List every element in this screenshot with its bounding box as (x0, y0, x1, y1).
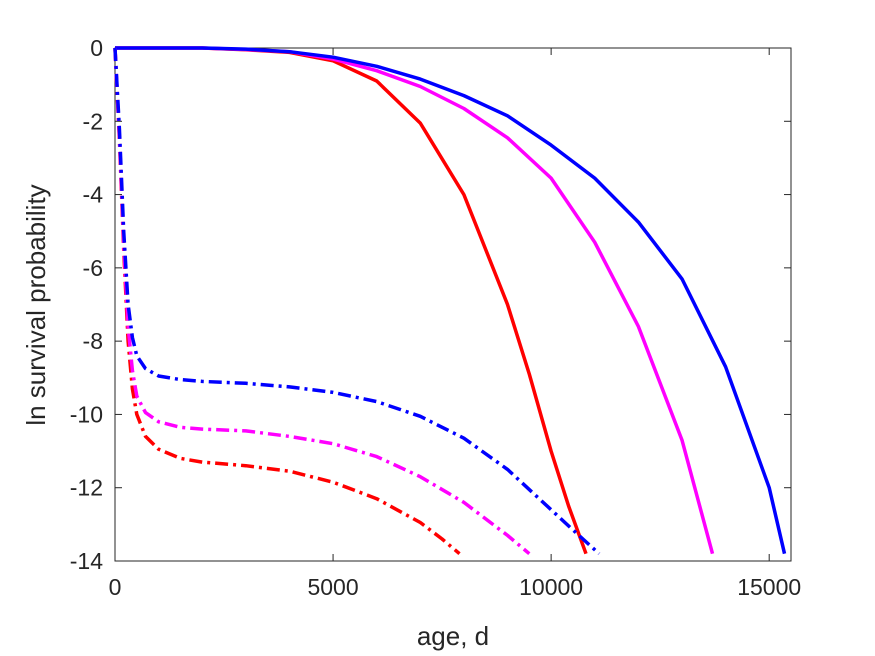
y-tick-label: -2 (83, 108, 103, 134)
plot-area (114, 47, 792, 562)
x-tick-label: 10000 (519, 574, 583, 600)
solid-series-line-2 (115, 46, 787, 555)
dashdot-series-line-5 (113, 47, 601, 555)
y-axis-title: ln survival probability (21, 184, 51, 425)
y-tick-label: -14 (70, 548, 103, 574)
y-tick-label: -10 (70, 401, 103, 427)
y-tick-label: -12 (70, 475, 103, 501)
dashdot-series-line-4 (113, 47, 531, 556)
x-tick-label: 0 (109, 574, 122, 600)
y-tick-label: -6 (83, 255, 103, 281)
y-tick-label: -8 (83, 328, 103, 354)
y-tick-label: 0 (90, 35, 103, 61)
x-tick-label: 5000 (307, 574, 358, 600)
axis-ticks: 0 5000 10000 15000 0 -2 -4 -6 -8 -10 -12 -14 (70, 35, 801, 600)
x-tick-label: 15000 (737, 574, 801, 600)
series-layer (113, 46, 787, 556)
y-tick-label: -4 (83, 182, 104, 208)
x-axis-title: age, d (417, 621, 489, 651)
